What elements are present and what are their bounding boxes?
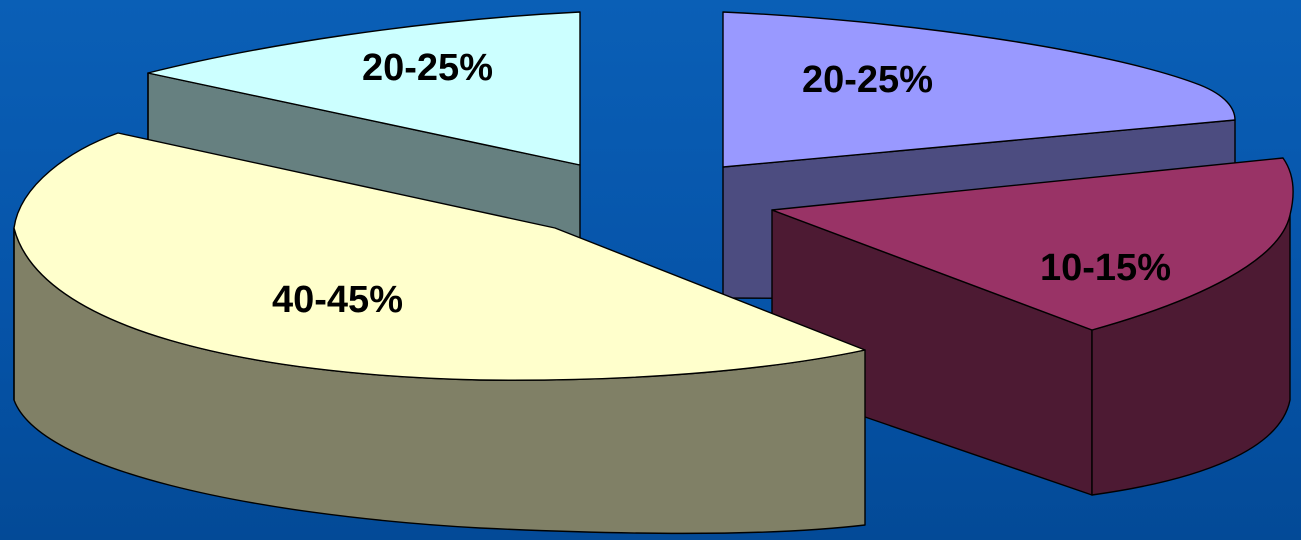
slice-yellow-top — [13, 132, 866, 381]
slice-maroon-top — [771, 157, 1294, 331]
slice-label-cyan: 20-25% — [362, 47, 493, 89]
slice-label-yellow: 40-45% — [272, 279, 403, 321]
slice-label-maroon: 10-15% — [1040, 247, 1171, 289]
slice-label-lavender: 20-25% — [802, 59, 933, 101]
slice-cyan-top — [147, 11, 581, 166]
slice-lavender-top — [722, 11, 1236, 168]
